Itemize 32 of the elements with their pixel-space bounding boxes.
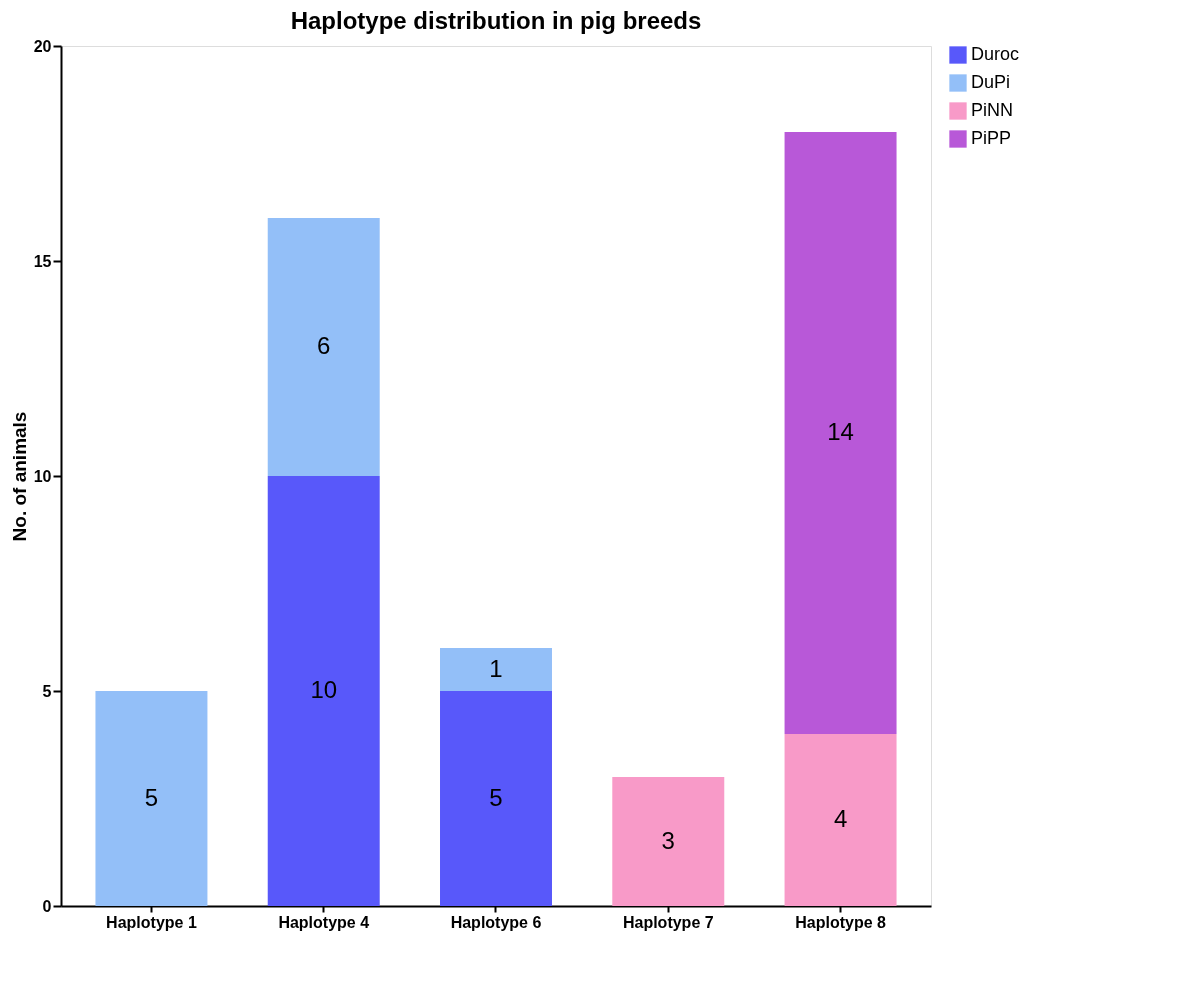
y-tick-label: 0: [42, 897, 52, 915]
bar: [612, 777, 725, 906]
data-label: 14: [827, 418, 854, 445]
bar: [267, 476, 380, 906]
data-label: 4: [833, 805, 848, 832]
bar: [267, 218, 380, 476]
bar: [784, 132, 897, 734]
y-tick-label: 5: [42, 682, 52, 700]
y-tick-label: 10: [33, 467, 52, 485]
bar: [95, 691, 208, 906]
data-label: 3: [661, 826, 675, 854]
chart-title: Haplotype distribution in pig breeds: [290, 7, 702, 34]
y-tick-label: 20: [33, 37, 52, 55]
data-label: 1: [489, 654, 503, 682]
x-tick-label: Haplotype 1: [106, 913, 197, 931]
legend-label: Duroc: [971, 44, 1020, 64]
legend-label: DuPi: [971, 72, 1011, 92]
legend-label: PiNN: [971, 100, 1014, 120]
bar: [440, 648, 552, 691]
data-label: 6: [317, 332, 331, 359]
legend-label: PiPP: [971, 128, 1012, 148]
y-tick-label: 15: [33, 252, 52, 270]
y-axis-title: No. of animals: [8, 411, 30, 542]
x-tick-label: Haplotype 4: [278, 913, 370, 931]
x-tick-label: Haplotype 6: [450, 913, 542, 931]
bar: [440, 691, 552, 906]
data-label: 5: [489, 783, 503, 811]
bar: [784, 734, 897, 906]
x-tick-label: Haplotype 7: [622, 913, 714, 931]
data-label: 5: [144, 783, 159, 811]
data-label: 10: [310, 676, 338, 703]
x-tick-label: Haplotype 8: [795, 913, 886, 931]
